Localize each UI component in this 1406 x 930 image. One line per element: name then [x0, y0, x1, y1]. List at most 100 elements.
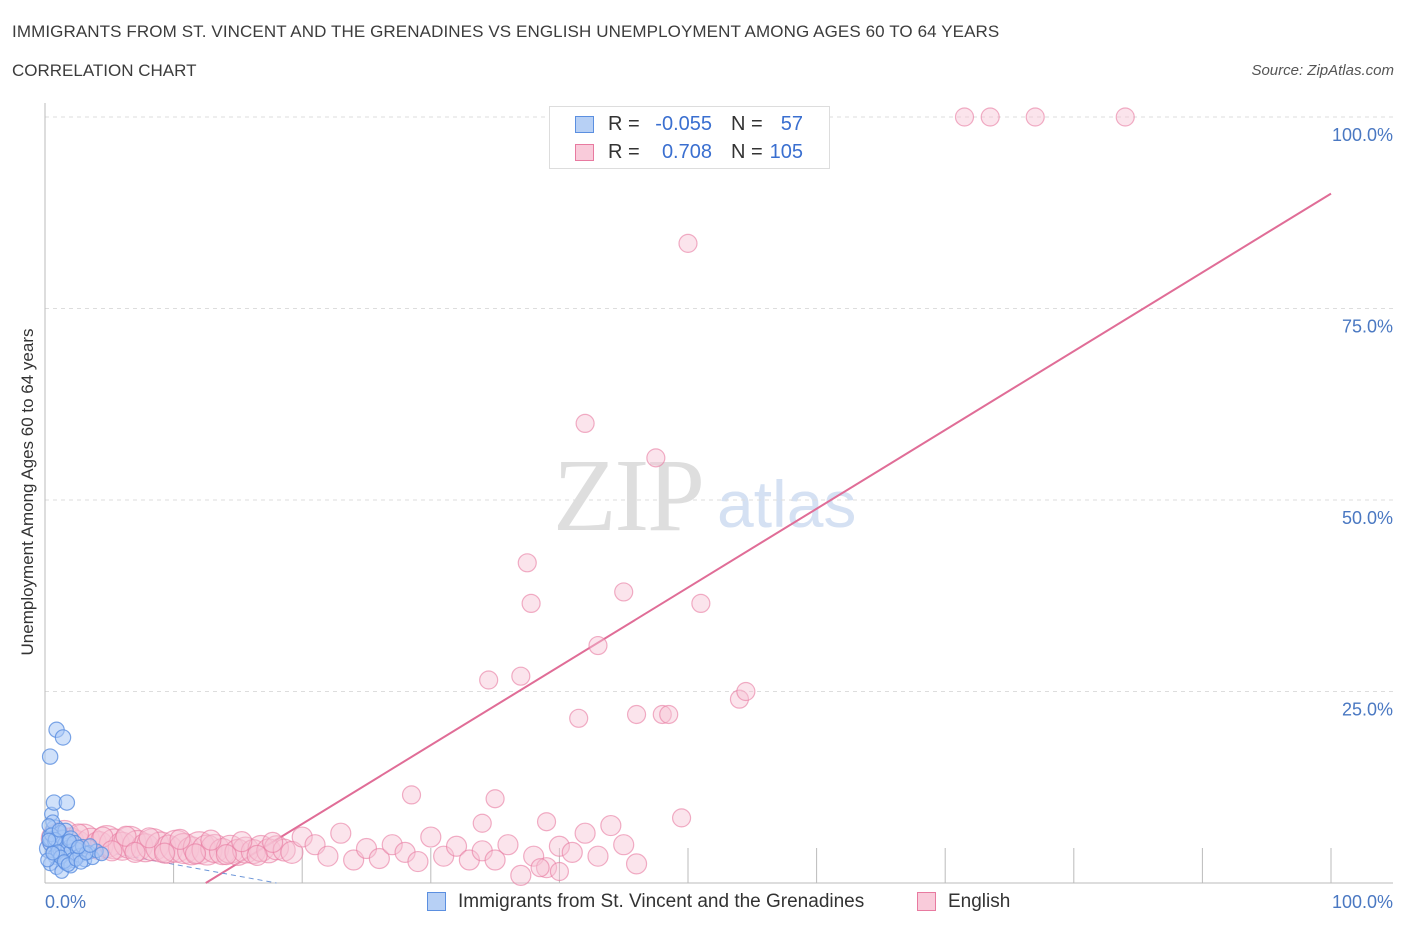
english-point: [485, 789, 505, 809]
english-point: [280, 840, 304, 864]
english-point: [510, 864, 532, 886]
immigrants-point: [54, 729, 72, 746]
english-point: [153, 842, 176, 864]
english-point: [401, 785, 422, 805]
english-point: [472, 813, 492, 833]
y-tick-label: 50.0%: [1342, 508, 1393, 528]
english-point: [484, 849, 506, 871]
immigrants-point: [82, 838, 98, 853]
english-point: [521, 593, 541, 614]
english-point: [535, 857, 558, 879]
english-point: [330, 822, 352, 844]
english-point: [646, 448, 666, 468]
legend-swatch-pink: [917, 892, 936, 911]
english-point: [407, 850, 429, 873]
english-point: [231, 831, 253, 853]
english-point: [200, 829, 222, 851]
english-point: [124, 841, 146, 863]
english-point: [184, 843, 207, 865]
english-point: [574, 822, 596, 844]
legend-label-english: English: [948, 891, 1011, 912]
legend-row-english: R = 0.708 N = 105: [550, 138, 829, 166]
grid-lines: [45, 116, 1393, 692]
source-label: Source: ZipAtlas.com: [1251, 62, 1394, 79]
y-tick-label: 100.0%: [1332, 125, 1393, 145]
english-point: [511, 666, 531, 686]
immigrants-point: [41, 748, 59, 765]
english-point: [381, 834, 403, 856]
watermark-zip: ZIP: [553, 438, 705, 553]
english-point: [536, 812, 557, 832]
english-point: [569, 708, 589, 728]
english-point: [671, 808, 692, 828]
english-point: [626, 704, 647, 725]
immigrants-points: [38, 721, 109, 879]
english-point: [317, 845, 339, 867]
legend-n-label: N =: [731, 113, 763, 135]
legend-r-label: R =: [608, 113, 640, 135]
english-point: [625, 853, 648, 875]
english-point: [445, 835, 468, 857]
legend-r-label: R =: [608, 141, 640, 163]
chart-subtitle: CORRELATION CHART: [12, 61, 197, 80]
english-point: [678, 233, 698, 253]
english-point: [272, 838, 296, 862]
legend-swatch-pink: [575, 144, 594, 161]
english-point: [575, 413, 595, 433]
y-axis-title: Unemployment Among Ages 60 to 64 years: [18, 329, 37, 656]
english-point: [115, 825, 137, 847]
english-point: [587, 845, 609, 867]
axis-labels: 100.0% 75.0% 50.0% 25.0% 0.0% 100.0% Unemploym…: [18, 125, 1393, 912]
english-point: [191, 834, 223, 866]
english-point: [588, 635, 608, 656]
legend-n-label: N =: [731, 141, 763, 163]
legend-n-value: 57: [780, 113, 803, 135]
x-tick-label: 0.0%: [45, 892, 86, 912]
english-point: [1115, 107, 1135, 127]
english-point: [479, 670, 499, 690]
english-point: [169, 828, 191, 850]
english-point: [613, 834, 635, 856]
english-point: [530, 858, 550, 878]
legend-n-value: 105: [769, 141, 803, 163]
english-point: [561, 841, 583, 863]
immigrants-point: [94, 846, 109, 862]
english-point: [548, 835, 571, 857]
english-point: [736, 681, 756, 702]
english-point: [600, 814, 622, 837]
english-point: [691, 593, 711, 614]
english-point: [549, 861, 570, 882]
english-point: [659, 704, 679, 725]
x-tick-label: 100.0%: [1332, 892, 1393, 912]
english-points: [40, 107, 1135, 886]
immigrants-point: [45, 845, 61, 861]
english-point: [246, 844, 268, 867]
english-point: [262, 831, 284, 854]
english-point: [291, 826, 313, 848]
immigrants-point: [58, 794, 76, 811]
legend-r-value: -0.055: [655, 113, 712, 135]
axes: [44, 103, 1393, 884]
legend-label-immigrants: Immigrants from St. Vincent and the Gren…: [458, 891, 865, 912]
legend-swatch-blue: [427, 892, 446, 911]
english-point: [1025, 107, 1045, 127]
english-point: [138, 827, 160, 849]
english-point: [215, 844, 237, 866]
immigrants-point: [51, 822, 67, 838]
y-tick-label: 75.0%: [1342, 317, 1393, 337]
english-regression-line: [205, 192, 1332, 884]
regression-lines: [44, 192, 1332, 884]
legend-row-immigrants: R = -0.055 N = 57: [550, 110, 829, 138]
y-tick-label: 25.0%: [1342, 700, 1393, 720]
immigrants-point: [41, 832, 57, 848]
english-point: [517, 553, 537, 573]
english-point: [954, 107, 975, 127]
english-point: [368, 847, 390, 870]
series-legend: Immigrants from St. Vincent and the Gren…: [0, 889, 1406, 915]
english-point: [729, 689, 750, 709]
legend-swatch-blue: [575, 116, 594, 133]
english-point: [497, 834, 519, 856]
english-point: [980, 107, 1000, 127]
english-point: [614, 582, 634, 602]
english-point: [420, 826, 442, 848]
